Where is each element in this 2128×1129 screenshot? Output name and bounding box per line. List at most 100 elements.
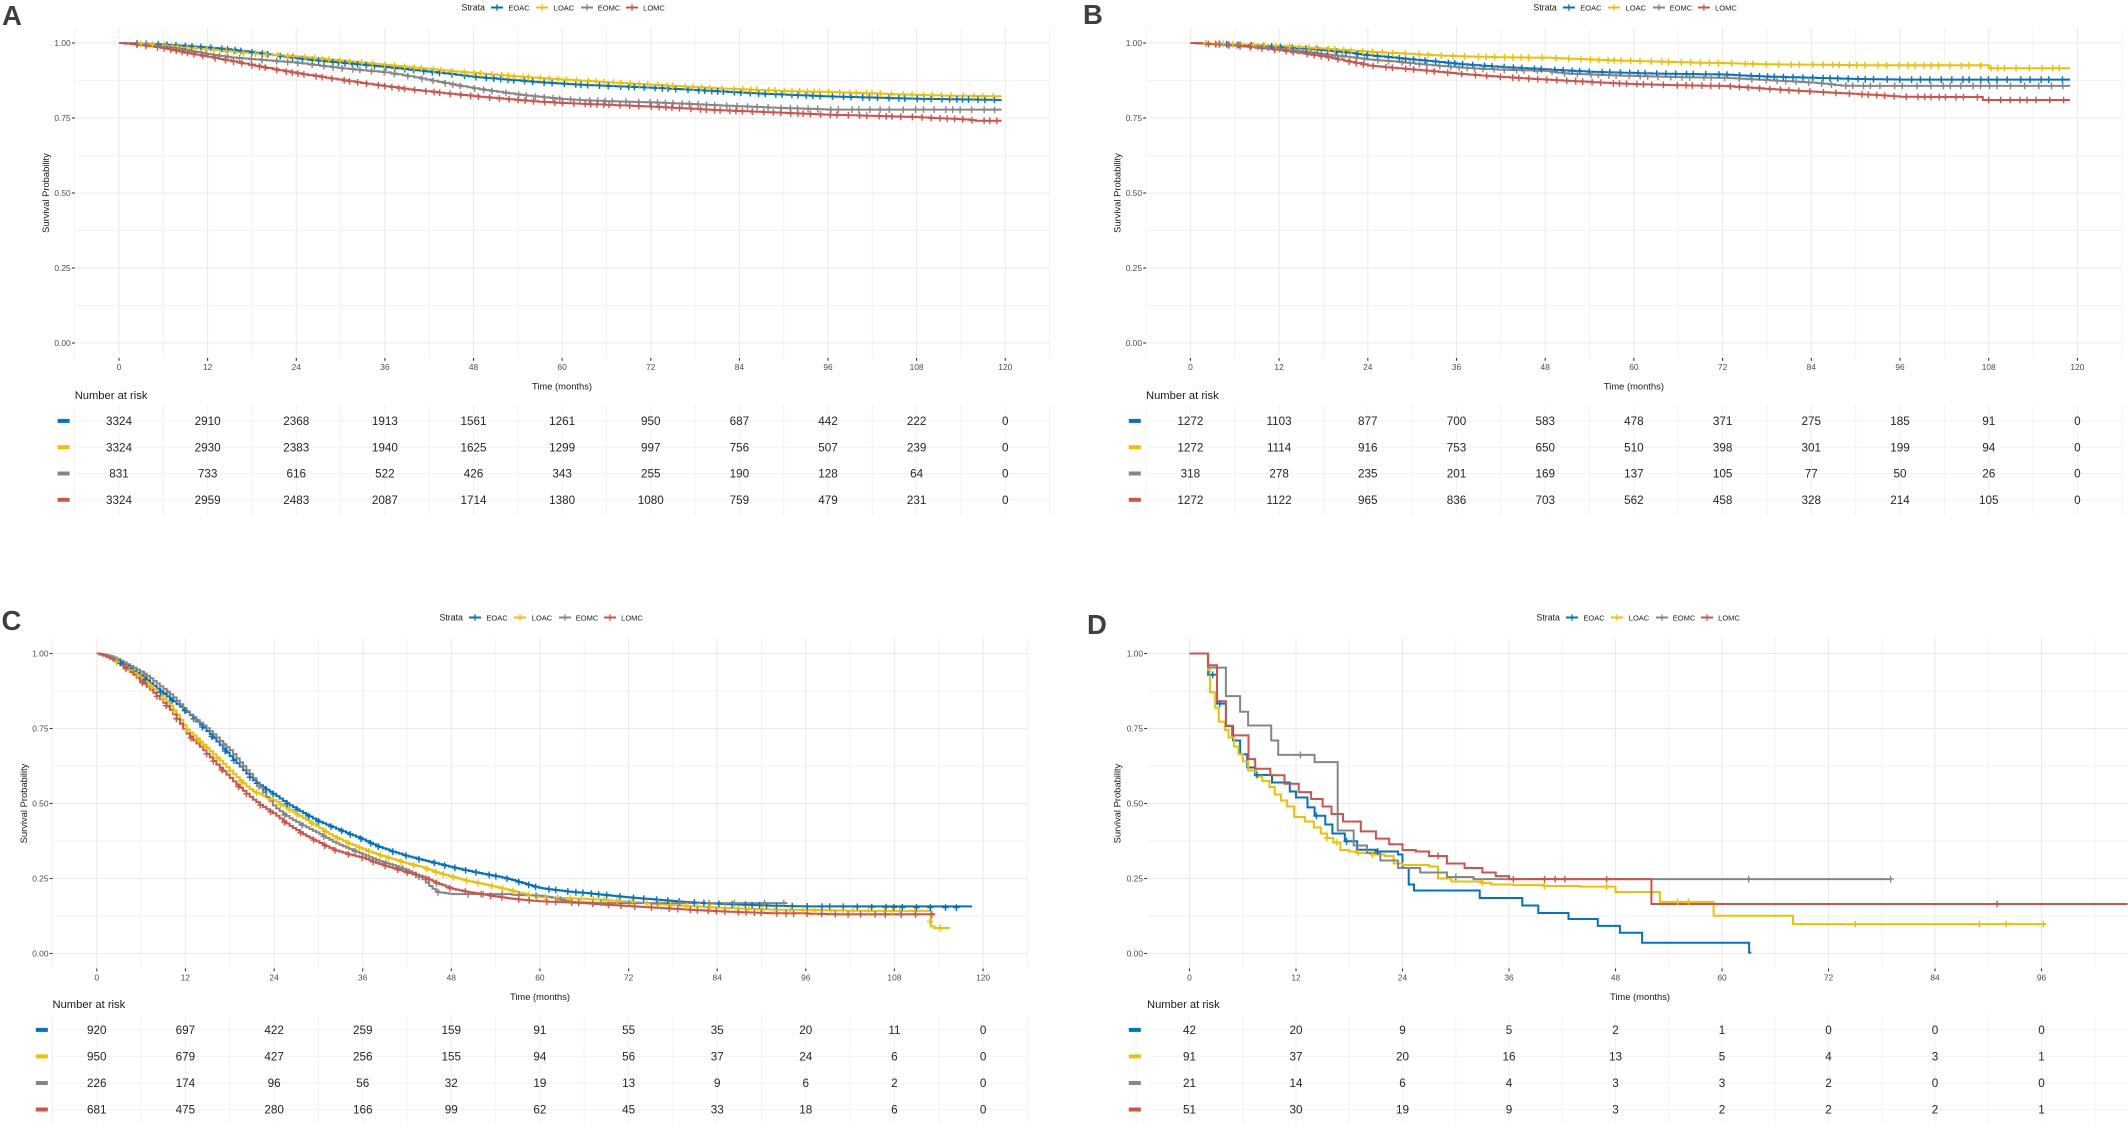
svg-text:398: 398 (1713, 441, 1733, 454)
svg-text:96: 96 (801, 972, 811, 982)
svg-text:72: 72 (646, 362, 656, 372)
svg-text:0.75: 0.75 (1127, 723, 1144, 733)
svg-text:1272: 1272 (1177, 441, 1203, 454)
svg-text:37: 37 (1289, 1051, 1302, 1064)
svg-text:0.25: 0.25 (54, 263, 71, 273)
svg-text:96: 96 (268, 1077, 281, 1090)
svg-text:105: 105 (1979, 494, 1999, 507)
svg-text:1.00: 1.00 (54, 38, 71, 48)
svg-text:0: 0 (1002, 468, 1009, 481)
svg-text:3: 3 (1612, 1104, 1619, 1117)
svg-text:1625: 1625 (460, 441, 487, 454)
svg-text:616: 616 (287, 468, 307, 481)
svg-text:2087: 2087 (372, 494, 398, 507)
svg-text:56: 56 (356, 1077, 369, 1090)
svg-text:16: 16 (1502, 1051, 1515, 1064)
svg-text:422: 422 (264, 1024, 284, 1037)
svg-text:0.75: 0.75 (32, 723, 49, 733)
svg-text:0.25: 0.25 (1127, 873, 1144, 883)
svg-text:190: 190 (730, 468, 750, 481)
svg-text:94: 94 (1982, 441, 1996, 454)
svg-text:0: 0 (1002, 494, 1009, 507)
svg-text:A: A (2, 0, 22, 31)
svg-text:255: 255 (641, 468, 661, 481)
svg-text:4: 4 (1825, 1051, 1832, 1064)
svg-text:836: 836 (1447, 494, 1467, 507)
svg-text:LOAC: LOAC (532, 613, 553, 622)
svg-text:0.50: 0.50 (1127, 798, 1144, 808)
svg-text:96: 96 (2037, 972, 2047, 982)
svg-text:120: 120 (2070, 362, 2084, 372)
svg-text:Survival Probability: Survival Probability (1112, 153, 1123, 233)
svg-text:36: 36 (380, 362, 390, 372)
svg-text:EOAC: EOAC (1580, 3, 1602, 12)
svg-text:Time (months): Time (months) (1604, 381, 1664, 392)
svg-text:19: 19 (1396, 1104, 1409, 1117)
svg-text:1714: 1714 (460, 494, 487, 507)
svg-text:280: 280 (264, 1104, 284, 1117)
svg-text:EOMC: EOMC (1670, 3, 1693, 12)
svg-text:703: 703 (1535, 494, 1555, 507)
svg-text:12: 12 (181, 972, 191, 982)
svg-text:24: 24 (1398, 972, 1408, 982)
svg-text:120: 120 (998, 362, 1012, 372)
svg-text:48: 48 (447, 972, 457, 982)
svg-text:20: 20 (1396, 1051, 1410, 1064)
svg-text:5: 5 (1719, 1051, 1726, 1064)
svg-text:371: 371 (1713, 415, 1733, 428)
svg-text:1: 1 (1719, 1024, 1726, 1037)
svg-text:55: 55 (622, 1024, 636, 1037)
svg-text:51: 51 (1183, 1104, 1196, 1117)
svg-text:96: 96 (1895, 362, 1905, 372)
svg-text:507: 507 (818, 441, 838, 454)
svg-text:458: 458 (1713, 494, 1733, 507)
svg-text:EOAC: EOAC (1583, 613, 1605, 622)
svg-text:478: 478 (1624, 415, 1644, 428)
svg-text:96: 96 (823, 362, 833, 372)
svg-text:EOAC: EOAC (486, 613, 508, 622)
svg-text:2383: 2383 (283, 441, 309, 454)
svg-text:174: 174 (176, 1077, 196, 1090)
svg-text:427: 427 (264, 1051, 284, 1064)
svg-text:166: 166 (353, 1104, 373, 1117)
svg-text:0: 0 (1825, 1024, 1832, 1037)
svg-text:3: 3 (1932, 1051, 1939, 1064)
svg-text:24: 24 (799, 1051, 813, 1064)
svg-text:Number at risk: Number at risk (1146, 390, 1219, 402)
svg-text:475: 475 (176, 1104, 196, 1117)
svg-text:2: 2 (1719, 1104, 1726, 1117)
svg-text:0: 0 (2038, 1077, 2045, 1090)
svg-text:877: 877 (1358, 415, 1378, 428)
svg-text:831: 831 (109, 468, 129, 481)
svg-text:700: 700 (1447, 415, 1467, 428)
svg-text:2368: 2368 (283, 415, 309, 428)
svg-text:77: 77 (1805, 468, 1818, 481)
svg-text:LOAC: LOAC (1626, 3, 1647, 12)
svg-text:EOMC: EOMC (598, 3, 621, 12)
svg-text:950: 950 (87, 1051, 107, 1064)
svg-text:1272: 1272 (1177, 415, 1203, 428)
svg-text:920: 920 (87, 1024, 107, 1037)
svg-text:679: 679 (176, 1051, 196, 1064)
svg-text:72: 72 (1824, 972, 1834, 982)
svg-text:3: 3 (1719, 1077, 1726, 1090)
svg-text:997: 997 (641, 441, 661, 454)
svg-text:64: 64 (910, 468, 924, 481)
svg-text:Strata: Strata (1536, 613, 1560, 623)
svg-text:235: 235 (1358, 468, 1378, 481)
svg-text:0.00: 0.00 (54, 338, 71, 348)
svg-text:Survival Probability: Survival Probability (1112, 763, 1123, 843)
svg-text:Number at risk: Number at risk (1147, 999, 1220, 1011)
svg-text:916: 916 (1358, 441, 1378, 454)
svg-text:328: 328 (1802, 494, 1822, 507)
svg-text:14: 14 (1289, 1077, 1303, 1090)
svg-text:0: 0 (2074, 441, 2081, 454)
svg-text:0.50: 0.50 (32, 798, 49, 808)
svg-text:12: 12 (203, 362, 213, 372)
svg-text:12: 12 (1274, 362, 1284, 372)
svg-text:442: 442 (818, 415, 838, 428)
svg-text:0: 0 (1002, 415, 1009, 428)
svg-text:99: 99 (445, 1104, 458, 1117)
svg-text:214: 214 (1890, 494, 1910, 507)
svg-text:24: 24 (269, 972, 279, 982)
